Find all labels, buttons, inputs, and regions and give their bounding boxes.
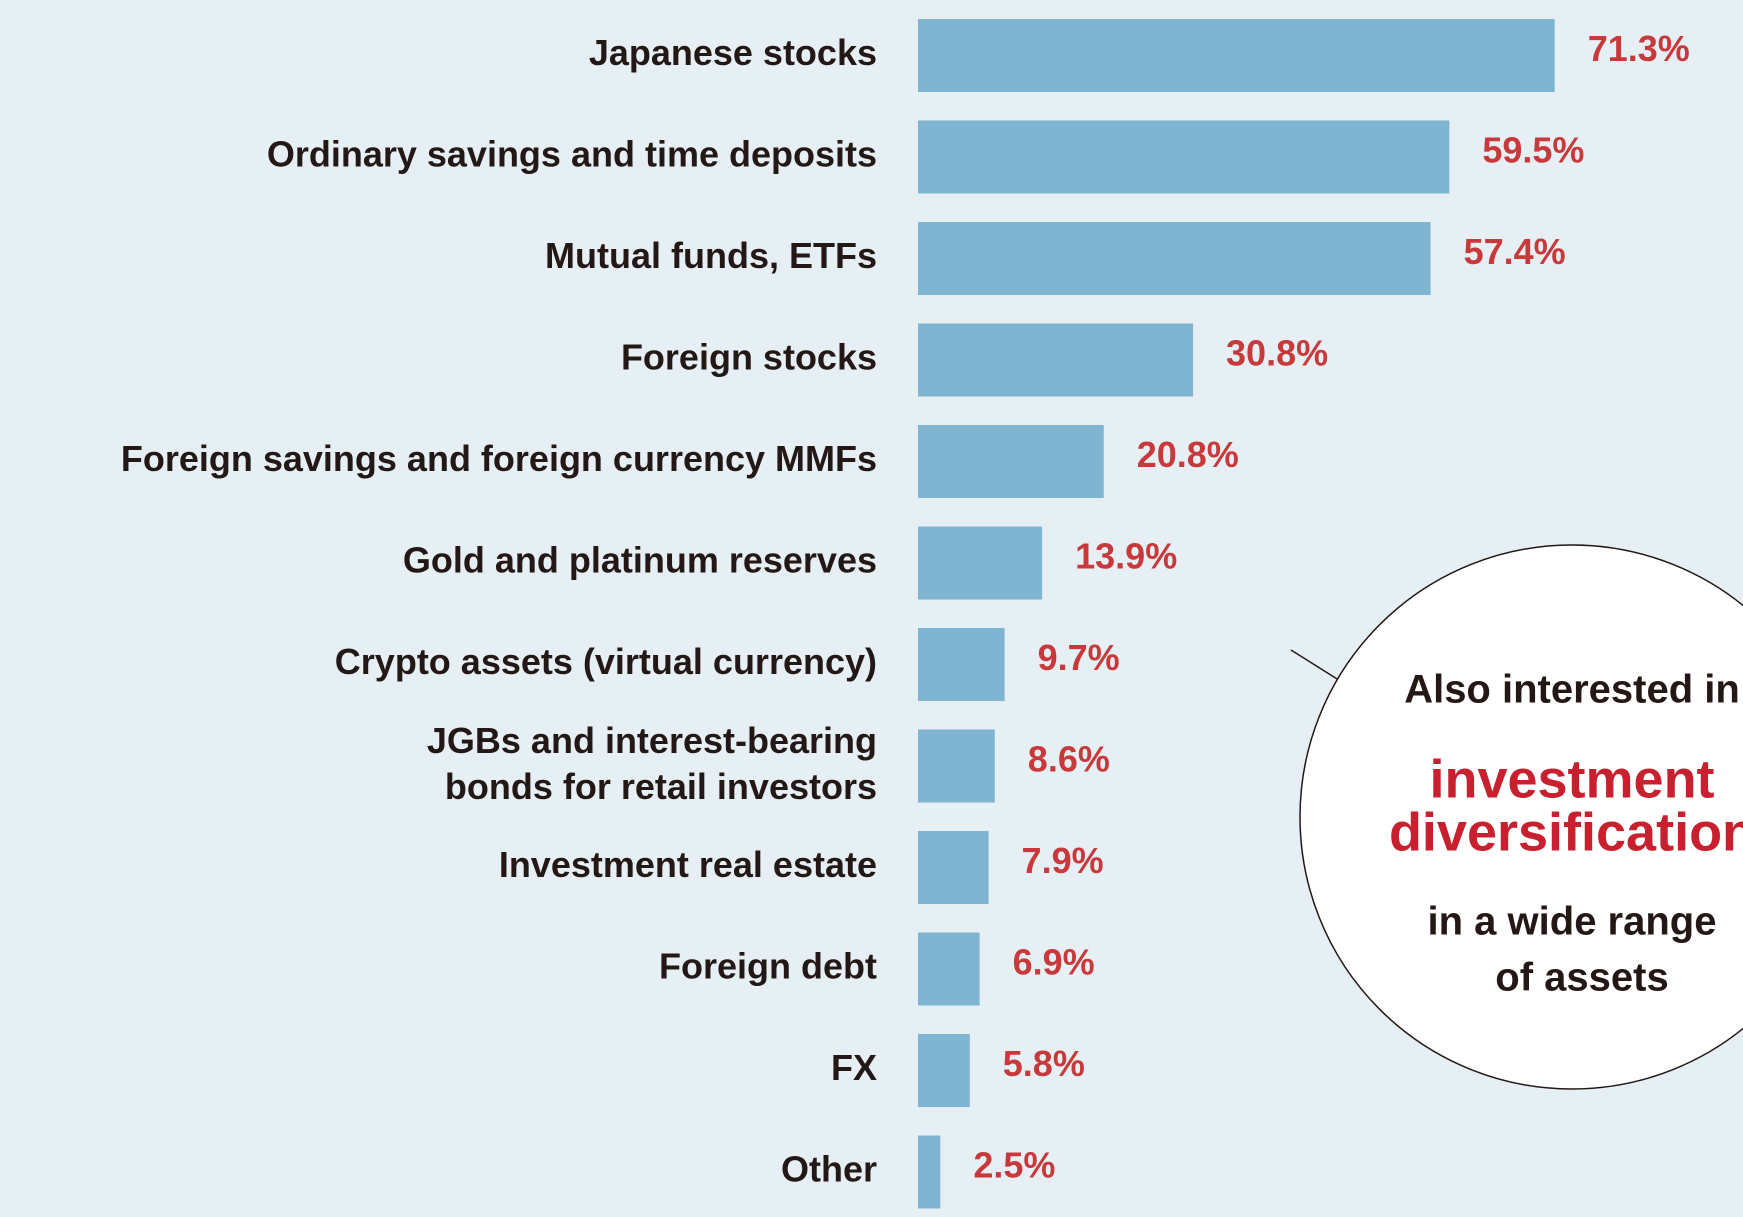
bar — [918, 628, 1005, 701]
bar — [918, 425, 1104, 498]
category-label-line: JGBs and interest-bearing — [427, 720, 877, 761]
bar — [918, 120, 1450, 194]
category-label: Gold and platinum reserves — [403, 540, 877, 581]
category-label: Foreign stocks — [621, 337, 877, 378]
value-label: 9.7% — [1038, 637, 1120, 678]
value-label: 20.8% — [1137, 434, 1239, 475]
category-label: Mutual funds, ETFs — [545, 235, 877, 276]
value-label: 57.4% — [1464, 231, 1566, 272]
category-label: Crypto assets (virtual currency) — [335, 641, 877, 682]
category-label: Japanese stocks — [589, 32, 877, 73]
bar — [918, 1034, 970, 1107]
value-label: 30.8% — [1226, 333, 1328, 374]
callout: Also interested in investment diversific… — [1290, 544, 1743, 1090]
value-label: 2.5% — [973, 1145, 1055, 1186]
bar — [918, 526, 1043, 600]
bar — [918, 323, 1194, 397]
bar — [918, 729, 995, 803]
callout-highlight: investment — [1429, 749, 1714, 809]
category-label: Other — [781, 1149, 877, 1190]
value-label: 5.8% — [1003, 1043, 1085, 1084]
category-label-line: bonds for retail investors — [445, 766, 877, 807]
bar — [918, 19, 1555, 92]
callout-highlight: diversification — [1389, 802, 1743, 862]
value-label: 7.9% — [1022, 840, 1104, 881]
category-label: Foreign savings and foreign currency MMF… — [121, 438, 877, 479]
value-label: 13.9% — [1075, 536, 1177, 577]
value-label: 71.3% — [1588, 28, 1690, 69]
callout-bubble — [1299, 544, 1743, 1090]
value-label: 59.5% — [1482, 130, 1584, 171]
bar — [918, 831, 989, 904]
category-label: Ordinary savings and time deposits — [267, 134, 877, 175]
bar — [918, 222, 1431, 295]
bar — [918, 932, 980, 1006]
value-label: 8.6% — [1028, 739, 1110, 780]
callout-text: of assets — [1495, 956, 1668, 1000]
value-label: 6.9% — [1013, 942, 1095, 983]
category-label: JGBs and interest-bearing bonds for retai… — [427, 720, 877, 807]
category-label: Investment real estate — [499, 844, 877, 885]
category-label: Foreign debt — [659, 946, 877, 987]
callout-text: in a wide range — [1428, 900, 1717, 944]
category-label: FX — [831, 1047, 877, 1088]
bar — [918, 1135, 941, 1209]
callout-text: Also interested in — [1404, 668, 1740, 712]
